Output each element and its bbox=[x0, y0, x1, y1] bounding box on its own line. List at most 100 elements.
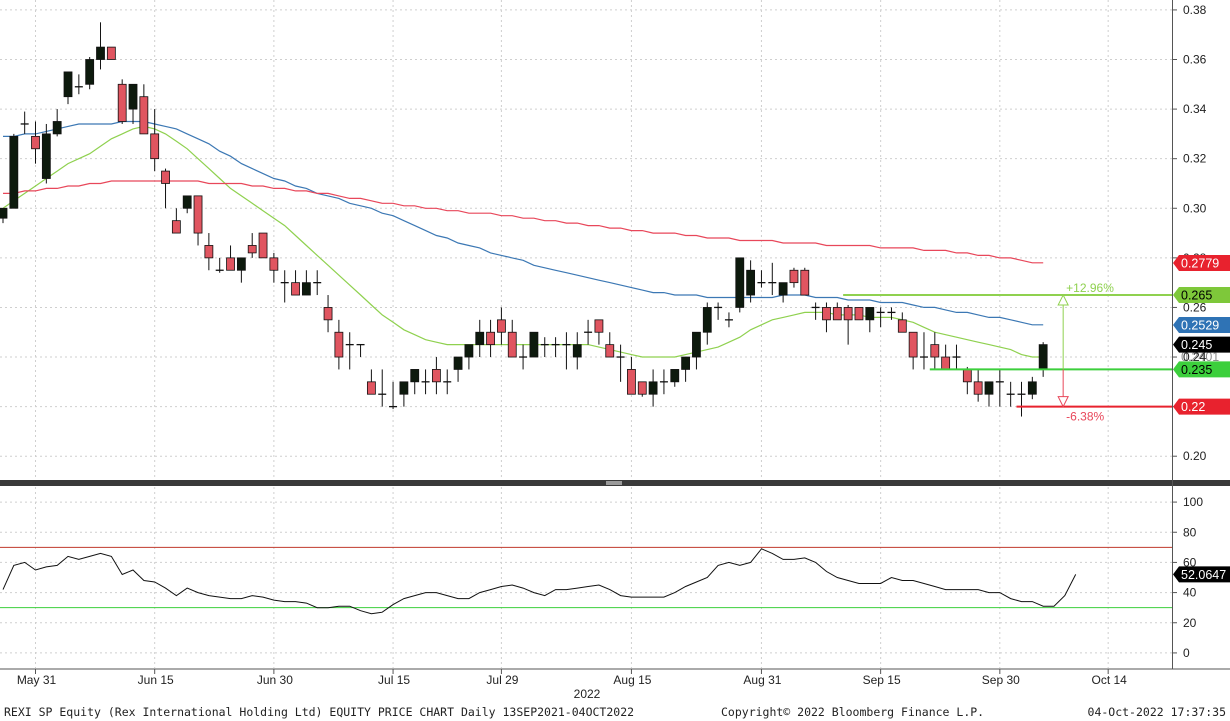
candle bbox=[421, 369, 430, 395]
projection-label: +12.96% bbox=[1066, 281, 1114, 295]
candle bbox=[681, 356, 691, 382]
candle-body-up bbox=[670, 369, 680, 383]
candle bbox=[843, 304, 853, 345]
candle bbox=[714, 302, 723, 320]
candle-body-up bbox=[746, 269, 756, 296]
candle bbox=[171, 208, 181, 234]
candle-body-up bbox=[410, 369, 420, 383]
candle bbox=[702, 302, 712, 345]
candle bbox=[431, 357, 441, 395]
candle-body-up bbox=[453, 356, 463, 370]
candle-body-down bbox=[106, 46, 116, 60]
candle bbox=[410, 369, 420, 395]
candle-body-down bbox=[962, 369, 972, 383]
moving-average-line bbox=[3, 180, 1044, 264]
badge-label: 0.2779 bbox=[1181, 257, 1219, 271]
candle bbox=[854, 307, 864, 321]
candle bbox=[31, 121, 40, 164]
candle bbox=[616, 344, 625, 382]
candle-body-up bbox=[464, 344, 474, 358]
candle bbox=[258, 232, 268, 259]
candle-body-up bbox=[52, 121, 62, 135]
x-axis-ticks: May 31 Jun 15 Jun 30 Jul 15 Jul 29 Aug 15 Aug … bbox=[17, 669, 1127, 701]
candle-body-down bbox=[637, 381, 647, 395]
candle-body-up bbox=[0, 207, 8, 219]
price-badge: 0.2779 bbox=[1173, 255, 1230, 272]
candle bbox=[41, 123, 51, 184]
candle bbox=[63, 71, 73, 105]
candle bbox=[0, 207, 8, 224]
price-tick-label: 0.34 bbox=[1183, 102, 1207, 116]
candle-body-up bbox=[572, 344, 582, 358]
candle bbox=[193, 195, 203, 246]
x-tick-label: Jun 15 bbox=[138, 673, 174, 687]
projection-arrowhead bbox=[1057, 293, 1069, 306]
candle bbox=[670, 369, 680, 387]
candle-body-down bbox=[486, 331, 495, 346]
candle bbox=[822, 302, 831, 333]
candle bbox=[96, 22, 105, 70]
candle bbox=[724, 312, 733, 328]
candle bbox=[540, 337, 549, 358]
candle bbox=[952, 344, 961, 370]
candle bbox=[908, 331, 918, 370]
candle bbox=[1006, 381, 1015, 407]
candle-body-up bbox=[692, 331, 701, 358]
price-badge: 0.2529 bbox=[1173, 317, 1230, 334]
candle bbox=[637, 381, 647, 397]
candle bbox=[930, 332, 940, 370]
x-tick-label: Oct 14 bbox=[1091, 673, 1127, 687]
x-tick-label: Jun 30 bbox=[257, 673, 293, 687]
price-tick-label: 0.24 bbox=[1183, 350, 1207, 364]
candle-body-down bbox=[832, 307, 842, 321]
x-year-label: 2022 bbox=[574, 687, 601, 701]
candle-body-down bbox=[193, 195, 203, 234]
candle bbox=[1027, 376, 1037, 400]
candle-body-up bbox=[63, 71, 73, 98]
badge-shape bbox=[1173, 336, 1230, 353]
candle-body-down bbox=[247, 245, 257, 254]
candle-body-down bbox=[843, 307, 853, 321]
candle bbox=[313, 270, 322, 296]
candle bbox=[919, 332, 928, 370]
badge-label: 52.0647 bbox=[1181, 568, 1226, 582]
candle bbox=[356, 343, 365, 358]
candle bbox=[378, 369, 387, 407]
rsi-tick-label: 20 bbox=[1183, 616, 1197, 630]
candle-body-up bbox=[984, 381, 994, 395]
badge-label: 0.235 bbox=[1181, 363, 1212, 377]
badge-shape bbox=[1173, 566, 1230, 583]
candle bbox=[323, 295, 333, 333]
rsi-series bbox=[0, 546, 1172, 615]
candle bbox=[497, 307, 506, 345]
candle bbox=[161, 168, 170, 209]
candle bbox=[106, 46, 116, 60]
candle-body-down bbox=[291, 282, 300, 296]
candle bbox=[226, 245, 235, 271]
candle bbox=[150, 109, 160, 172]
x-tick-label: Jul 29 bbox=[486, 673, 518, 687]
price-tick-label: 0.32 bbox=[1183, 152, 1207, 166]
candle bbox=[562, 332, 571, 370]
panel-resize-handle bbox=[606, 481, 622, 485]
price-badge: 0.265 bbox=[1173, 287, 1230, 304]
candle-body-down bbox=[973, 381, 983, 395]
level-lines bbox=[843, 294, 1172, 408]
footer-timestamp: 04-Oct-2022 17:37:35 bbox=[1088, 705, 1226, 719]
candle bbox=[627, 357, 636, 395]
footer: REXI SP Equity (Rex International Holdin… bbox=[4, 705, 1226, 719]
candle bbox=[876, 307, 885, 328]
price-panel-grid bbox=[0, 0, 1172, 481]
price-tick-label: 0.30 bbox=[1183, 201, 1207, 215]
rsi-tick-label: 40 bbox=[1183, 586, 1197, 600]
candle-body-down bbox=[117, 83, 127, 122]
candle-body-down bbox=[822, 307, 831, 321]
candle bbox=[768, 262, 777, 296]
candle bbox=[594, 319, 604, 345]
candle bbox=[139, 84, 149, 135]
candle bbox=[735, 257, 745, 313]
candle bbox=[519, 344, 528, 370]
candle-body-up bbox=[182, 195, 192, 209]
candle-body-up bbox=[128, 83, 138, 110]
candle bbox=[659, 369, 668, 395]
